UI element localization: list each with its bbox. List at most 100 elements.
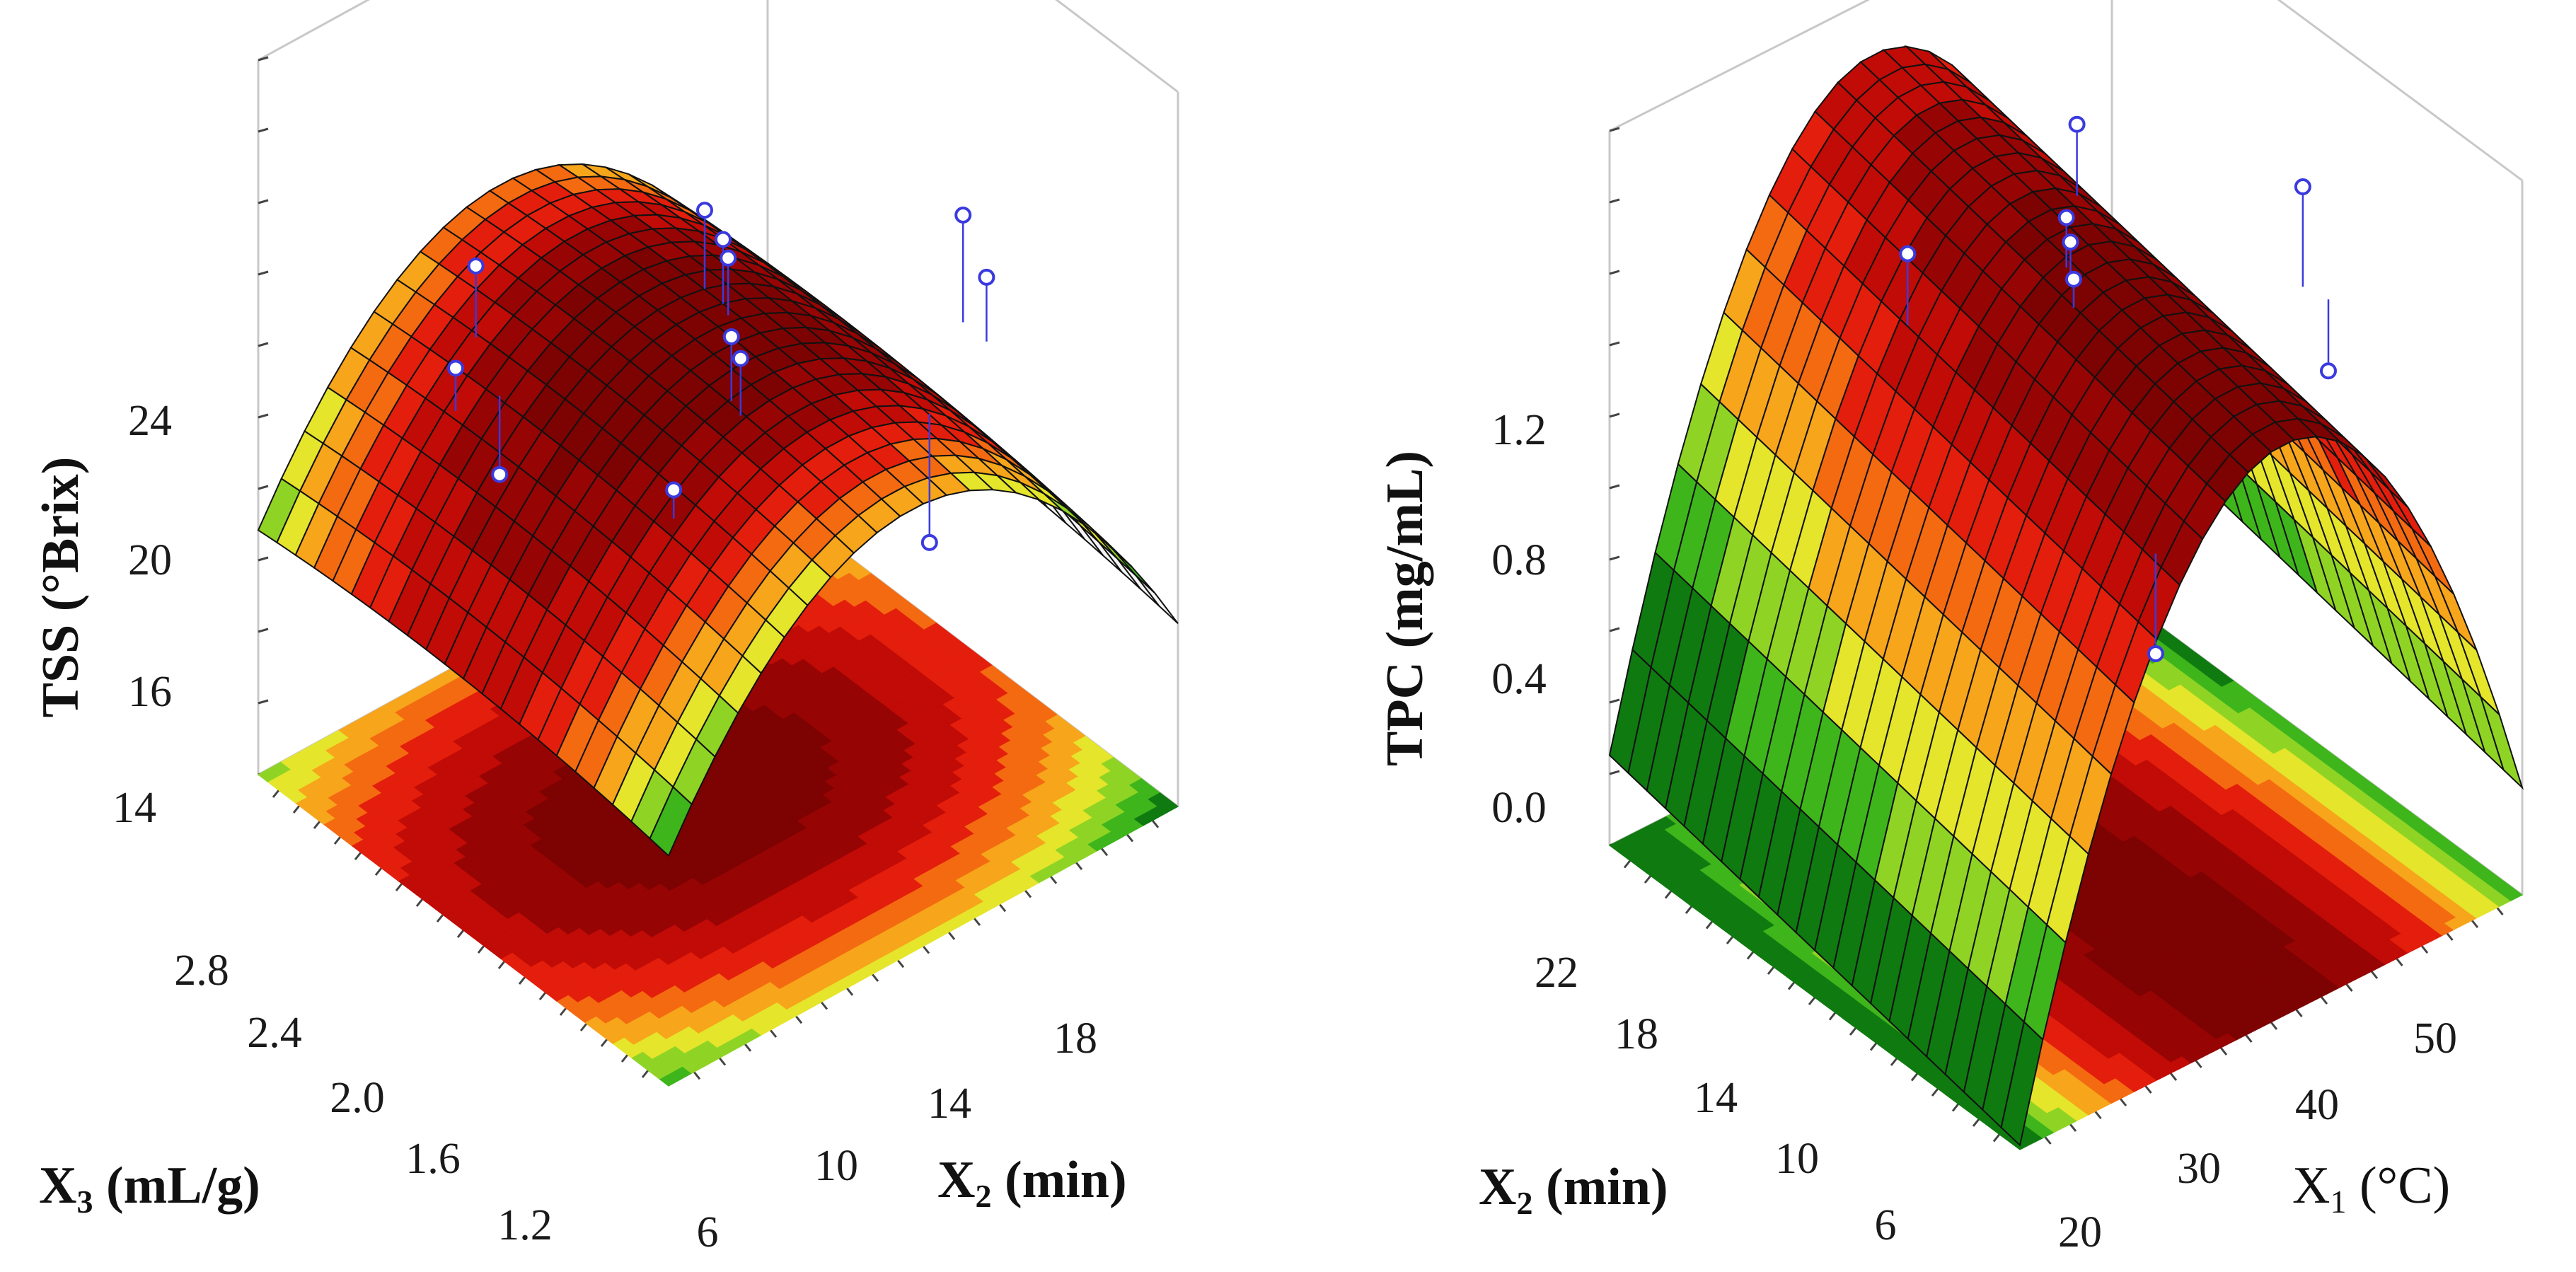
- x-tick-mark: [1705, 920, 1714, 930]
- x-tick-mark: [820, 1001, 828, 1010]
- x-tick-mark: [620, 1054, 629, 1063]
- z-tick-mark: [258, 127, 269, 133]
- x-tick-mark: [1685, 906, 1693, 914]
- x-tick-mark: [2396, 958, 2403, 966]
- z-tick-mark: [1609, 127, 1620, 132]
- x-tick-mark: [1623, 860, 1631, 869]
- design-point: [978, 268, 995, 286]
- x-tick-mark: [2169, 1072, 2178, 1081]
- x-tick-mark: [2094, 1111, 2102, 1119]
- x-tick-mark: [1808, 997, 1816, 1005]
- x3-tick-label: 1.6: [405, 1135, 461, 1183]
- left-surface-chart: 14 16 20 24 TSS (°Brix) 2.8 2.4 2.0 1.6 …: [32, 0, 1179, 1256]
- x-tick-mark: [272, 790, 280, 798]
- x-tick-mark: [354, 852, 362, 860]
- left-x2-axis: 6 10 14 18 X2 (min): [697, 1014, 1127, 1256]
- x-tick-mark: [559, 1007, 567, 1016]
- surface-cell: [1061, 508, 1104, 557]
- left-design-points: [447, 202, 995, 551]
- x-tick-mark: [947, 931, 956, 940]
- design-point: [696, 202, 713, 219]
- x-tick-mark: [1828, 1012, 1837, 1021]
- z-tick-mark: [258, 342, 269, 347]
- x-tick-mark: [2069, 1123, 2077, 1132]
- x-tick-mark: [896, 959, 905, 969]
- design-point: [715, 231, 732, 248]
- z-tick-mark: [1609, 198, 1620, 204]
- z-tick-mark: [1609, 627, 1620, 632]
- design-point: [732, 349, 749, 367]
- x-tick-mark: [744, 1043, 752, 1052]
- x-tick-mark: [2420, 945, 2429, 954]
- x-tick-mark: [2471, 920, 2479, 928]
- x-tick-mark: [518, 976, 526, 985]
- x-tick-mark: [1075, 862, 1083, 870]
- x3-tick-label: 1.2: [497, 1201, 553, 1249]
- x-tick-mark: [333, 836, 342, 845]
- x-tick-mark: [845, 987, 854, 996]
- x-tick-mark: [1024, 889, 1032, 898]
- left-z-axis: 14 16 20 24 TSS (°Brix): [32, 397, 172, 832]
- z-tick-mark: [1609, 270, 1620, 275]
- x-tick-mark: [1951, 1103, 1960, 1112]
- left-z-axis-label: TSS (°Brix): [32, 457, 90, 718]
- x-tick-mark: [600, 1039, 608, 1047]
- x-tick-mark: [2295, 1009, 2303, 1017]
- x-tick-mark: [1644, 875, 1652, 884]
- x-tick-mark: [693, 1071, 701, 1080]
- x-tick-mark: [1049, 875, 1058, 884]
- x-tick-mark: [415, 898, 424, 907]
- x-tick-mark: [1849, 1027, 1857, 1036]
- z-tick-mark: [258, 56, 269, 62]
- x-tick-mark: [436, 914, 444, 923]
- x-tick-mark: [1126, 833, 1134, 843]
- z-tick-label: 24: [128, 397, 172, 445]
- box-edge: [1609, 0, 1871, 132]
- x-tick-mark: [2270, 1022, 2278, 1030]
- z-tick-mark: [1609, 341, 1620, 347]
- x-tick-mark: [922, 945, 930, 954]
- design-point: [665, 481, 683, 499]
- design-point: [920, 533, 938, 551]
- x-tick-mark: [641, 1070, 649, 1078]
- x3-tick-label: 2.8: [174, 947, 229, 995]
- x-tick-mark: [1869, 1042, 1878, 1051]
- z-tick-mark: [1609, 555, 1620, 561]
- design-point: [447, 359, 464, 377]
- z-tick-label: 16: [128, 668, 172, 716]
- z-tick-label: 14: [112, 784, 156, 832]
- x2-tick-label: 18: [1053, 1014, 1097, 1063]
- x-tick-mark: [2219, 1047, 2228, 1056]
- z-tick-mark: [1609, 698, 1620, 704]
- x-tick-mark: [538, 992, 547, 1000]
- x-tick-mark: [2195, 1060, 2202, 1068]
- x-tick-mark: [1767, 966, 1775, 975]
- left-x2-axis-label: X2 (min): [937, 1151, 1127, 1214]
- x-tick-mark: [395, 883, 403, 891]
- z-tick-mark: [258, 556, 269, 562]
- x-tick-mark: [1151, 819, 1160, 828]
- x2-tick-label: 6: [697, 1208, 719, 1256]
- box-edge: [1055, 0, 1179, 93]
- z-tick-mark: [258, 199, 269, 204]
- x-tick-mark: [579, 1023, 588, 1031]
- right-surface-chart: 0.0 0.4 0.8 1.2 TPC (mg/mL) 22 18 14 10 …: [1376, 0, 2524, 1256]
- z-tick-mark: [1609, 770, 1620, 775]
- x3-tick-label: 2.4: [247, 1009, 302, 1057]
- x-tick-mark: [456, 930, 465, 938]
- x-tick-mark: [2370, 971, 2379, 979]
- design-point: [720, 249, 737, 267]
- x-tick-mark: [1890, 1058, 1898, 1066]
- x-tick-mark: [313, 821, 321, 829]
- box-edge: [258, 0, 371, 62]
- x-tick-mark: [2345, 983, 2353, 992]
- x-tick-mark: [497, 961, 506, 969]
- z-tick-mark: [258, 413, 269, 419]
- x-tick-mark: [1972, 1118, 1980, 1127]
- z-tick-mark: [258, 628, 269, 633]
- x-tick-mark: [795, 1015, 803, 1024]
- x-tick-mark: [1100, 848, 1109, 857]
- x-tick-mark: [1787, 981, 1796, 990]
- surface-cell: [649, 785, 693, 857]
